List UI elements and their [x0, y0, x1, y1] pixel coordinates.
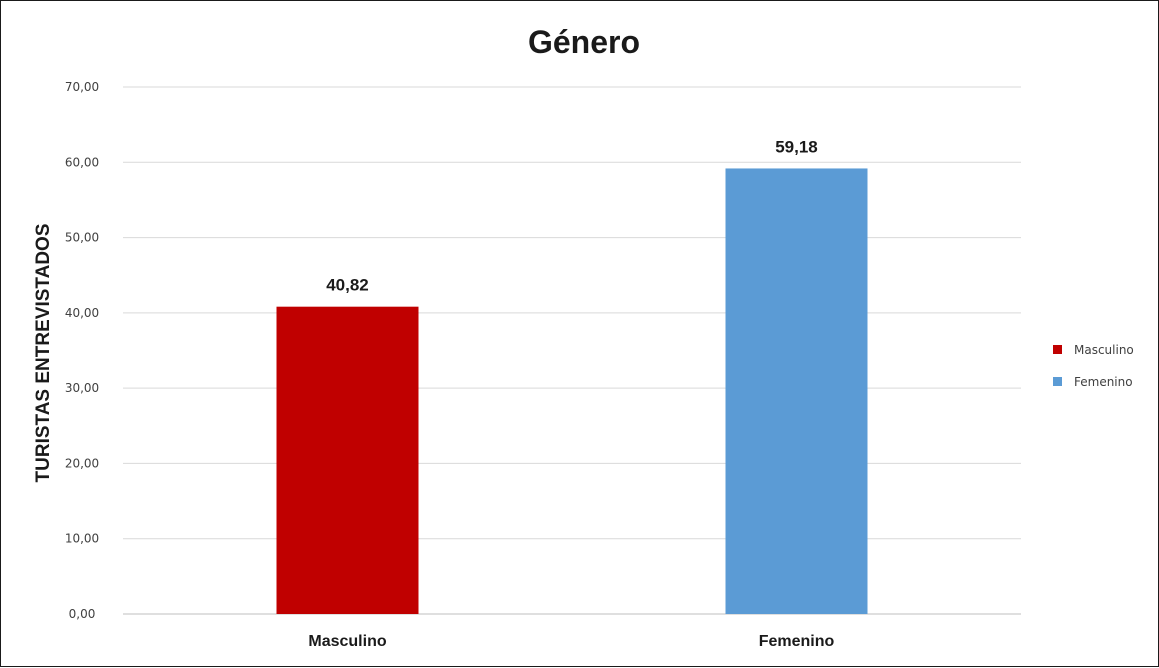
bars	[276, 168, 868, 614]
y-tick-label: 20,00	[65, 456, 99, 470]
data-labels: 40,82 59,18	[326, 137, 818, 294]
legend-entry: Masculino	[1074, 343, 1134, 357]
legend: Masculino Femenino	[1053, 343, 1134, 389]
y-tick-label: 60,00	[65, 155, 99, 169]
y-tick-label: 10,00	[65, 532, 99, 546]
y-tick-label: 40,00	[65, 306, 99, 320]
y-tick-label: 30,00	[65, 381, 99, 395]
bar-masculino	[276, 306, 419, 614]
x-tick-label: Femenino	[759, 633, 835, 650]
legend-swatch	[1053, 377, 1062, 386]
x-tick-label: Masculino	[308, 633, 386, 650]
y-tick-label: 0,00	[69, 607, 96, 621]
data-label: 40,82	[326, 276, 369, 295]
y-tick-labels: 0,00 10,00 20,00 30,00 40,00 50,00 60,00 70,00	[65, 80, 99, 621]
bar-femenino	[725, 168, 868, 614]
y-tick-label: 70,00	[65, 80, 99, 94]
y-axis-label: TURISTAS ENTREVISTADOS	[33, 224, 54, 483]
chart-title: Género	[528, 24, 640, 60]
y-tick-label: 50,00	[65, 231, 99, 245]
legend-entry: Femenino	[1074, 375, 1133, 389]
gridlines	[123, 86, 1021, 615]
data-label: 59,18	[775, 137, 818, 156]
legend-swatch	[1053, 345, 1062, 354]
x-tick-labels: Masculino Femenino	[308, 633, 834, 650]
